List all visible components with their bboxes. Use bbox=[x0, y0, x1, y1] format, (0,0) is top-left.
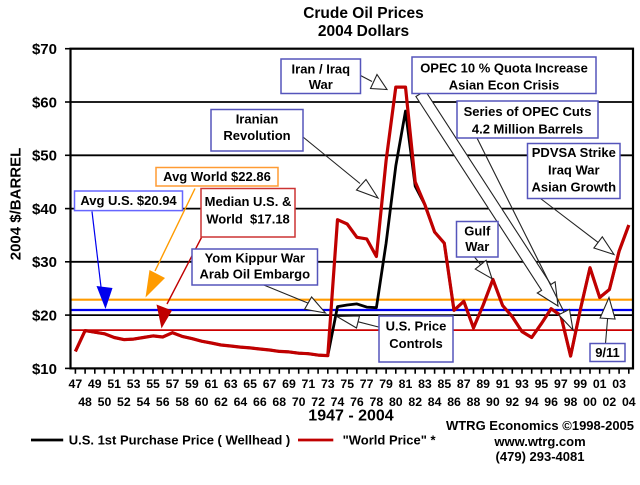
svg-text:76: 76 bbox=[350, 395, 364, 409]
svg-text:Avg World $22.86: Avg World $22.86 bbox=[163, 169, 271, 184]
svg-text:97: 97 bbox=[554, 377, 568, 391]
svg-text:$20: $20 bbox=[32, 308, 57, 325]
svg-text:$50: $50 bbox=[32, 148, 57, 165]
svg-text:OPEC 10 % Quota Increase: OPEC 10 % Quota Increase bbox=[420, 60, 588, 75]
svg-text:2004 $/BARREL: 2004 $/BARREL bbox=[8, 148, 25, 261]
svg-text:U.S. 1st Purchase Price ( Well: U.S. 1st Purchase Price ( Wellhead ) bbox=[69, 433, 291, 448]
svg-text:"World Price" *: "World Price" * bbox=[343, 433, 437, 448]
svg-text:94: 94 bbox=[525, 395, 539, 409]
svg-text:75: 75 bbox=[340, 377, 354, 391]
svg-text:92: 92 bbox=[505, 395, 519, 409]
svg-text:63: 63 bbox=[224, 377, 238, 391]
svg-text:2004 Dollars: 2004 Dollars bbox=[318, 23, 409, 40]
svg-text:82: 82 bbox=[408, 395, 422, 409]
svg-text:Asian Econ Crisis: Asian Econ Crisis bbox=[449, 78, 560, 93]
svg-text:80: 80 bbox=[389, 395, 403, 409]
svg-text:67: 67 bbox=[263, 377, 277, 391]
svg-text:9/11: 9/11 bbox=[595, 345, 620, 360]
svg-text:Controls: Controls bbox=[389, 336, 442, 351]
svg-text:53: 53 bbox=[127, 377, 141, 391]
svg-text:04: 04 bbox=[622, 395, 636, 409]
svg-text:War: War bbox=[309, 77, 333, 92]
svg-text:95: 95 bbox=[535, 377, 549, 391]
svg-text:Revolution: Revolution bbox=[223, 128, 290, 143]
svg-text:02: 02 bbox=[603, 395, 617, 409]
svg-text:47: 47 bbox=[69, 377, 83, 391]
svg-text:77: 77 bbox=[360, 377, 374, 391]
svg-text:68: 68 bbox=[272, 395, 286, 409]
svg-text:66: 66 bbox=[253, 395, 267, 409]
svg-text:54: 54 bbox=[136, 395, 150, 409]
svg-text:$60: $60 bbox=[32, 94, 57, 111]
svg-text:1947 - 2004: 1947 - 2004 bbox=[308, 408, 394, 425]
svg-text:56: 56 bbox=[156, 395, 170, 409]
svg-text:96: 96 bbox=[544, 395, 558, 409]
svg-text:U.S. Price: U.S. Price bbox=[386, 319, 447, 334]
svg-text:65: 65 bbox=[243, 377, 257, 391]
svg-text:85: 85 bbox=[437, 377, 451, 391]
svg-text:Gulf: Gulf bbox=[464, 224, 491, 239]
svg-text:60: 60 bbox=[195, 395, 209, 409]
svg-text:83: 83 bbox=[418, 377, 432, 391]
svg-text:(479) 293-4081: (479) 293-4081 bbox=[496, 449, 585, 464]
svg-text:Crude Oil Prices: Crude Oil Prices bbox=[303, 5, 424, 22]
svg-text:www.wtrg.com: www.wtrg.com bbox=[493, 434, 585, 449]
svg-text:50: 50 bbox=[98, 395, 112, 409]
svg-text:$10: $10 bbox=[32, 361, 57, 378]
svg-text:4.2 Million Barrels: 4.2 Million Barrels bbox=[472, 122, 583, 137]
svg-text:81: 81 bbox=[399, 377, 413, 391]
svg-text:90: 90 bbox=[486, 395, 500, 409]
svg-text:52: 52 bbox=[117, 395, 131, 409]
svg-text:Series of OPEC Cuts: Series of OPEC Cuts bbox=[464, 104, 592, 119]
svg-text:58: 58 bbox=[175, 395, 189, 409]
svg-text:74: 74 bbox=[331, 395, 345, 409]
svg-text:91: 91 bbox=[496, 377, 510, 391]
svg-text:72: 72 bbox=[311, 395, 325, 409]
svg-text:PDVSA Strike: PDVSA Strike bbox=[532, 145, 616, 160]
svg-text:89: 89 bbox=[476, 377, 490, 391]
svg-text:69: 69 bbox=[282, 377, 296, 391]
svg-text:73: 73 bbox=[321, 377, 335, 391]
svg-text:War: War bbox=[465, 239, 489, 254]
svg-text:87: 87 bbox=[457, 377, 471, 391]
svg-text:64: 64 bbox=[234, 395, 248, 409]
svg-text:93: 93 bbox=[515, 377, 529, 391]
svg-text:Asian Growth: Asian Growth bbox=[532, 180, 617, 195]
svg-text:98: 98 bbox=[564, 395, 578, 409]
svg-text:WTRG Economics ©1998-2005: WTRG Economics ©1998-2005 bbox=[446, 418, 634, 433]
svg-text:Iranian: Iranian bbox=[236, 112, 279, 127]
svg-text:World $17.18: World $17.18 bbox=[206, 212, 290, 227]
svg-text:62: 62 bbox=[214, 395, 228, 409]
svg-text:Avg U.S. $20.94: Avg U.S. $20.94 bbox=[80, 193, 177, 208]
svg-text:88: 88 bbox=[467, 395, 481, 409]
svg-text:00: 00 bbox=[583, 395, 597, 409]
svg-text:$40: $40 bbox=[32, 201, 57, 218]
svg-text:01: 01 bbox=[593, 377, 607, 391]
svg-text:Arab Oil Embargo: Arab Oil Embargo bbox=[200, 267, 311, 282]
svg-text:59: 59 bbox=[185, 377, 199, 391]
svg-text:49: 49 bbox=[88, 377, 102, 391]
svg-text:48: 48 bbox=[78, 395, 92, 409]
svg-text:71: 71 bbox=[302, 377, 316, 391]
svg-text:Yom Kippur War: Yom Kippur War bbox=[205, 250, 305, 265]
svg-text:Iran / Iraq: Iran / Iraq bbox=[292, 62, 351, 77]
svg-text:57: 57 bbox=[166, 377, 180, 391]
svg-text:$30: $30 bbox=[32, 254, 57, 271]
svg-text:79: 79 bbox=[379, 377, 393, 391]
svg-text:70: 70 bbox=[292, 395, 306, 409]
svg-text:55: 55 bbox=[146, 377, 160, 391]
svg-text:84: 84 bbox=[428, 395, 442, 409]
svg-text:86: 86 bbox=[447, 395, 461, 409]
svg-text:03: 03 bbox=[612, 377, 626, 391]
svg-text:78: 78 bbox=[370, 395, 384, 409]
svg-text:Median U.S. &: Median U.S. & bbox=[205, 194, 292, 209]
svg-text:99: 99 bbox=[573, 377, 587, 391]
svg-text:61: 61 bbox=[204, 377, 218, 391]
svg-text:$70: $70 bbox=[32, 41, 57, 58]
svg-text:51: 51 bbox=[107, 377, 121, 391]
svg-text:Iraq War: Iraq War bbox=[548, 163, 600, 178]
